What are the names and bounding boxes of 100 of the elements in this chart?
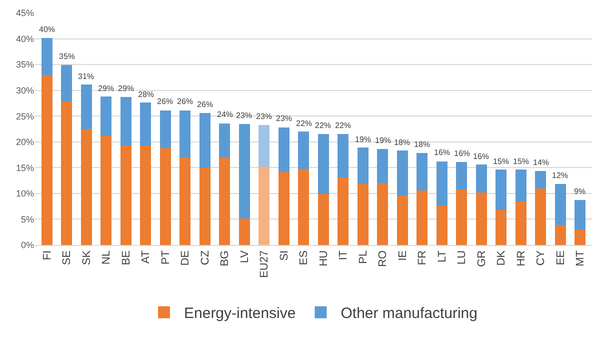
bar xyxy=(298,132,310,170)
bar xyxy=(258,166,270,245)
x-tick-label: PT xyxy=(160,250,172,264)
bar xyxy=(357,148,368,184)
bar xyxy=(357,184,368,245)
total-label: 16% xyxy=(473,152,490,161)
bar xyxy=(396,150,408,196)
bar xyxy=(41,38,52,75)
total-label: 15% xyxy=(493,157,510,166)
x-tick-label: FI xyxy=(41,250,54,260)
bar xyxy=(535,170,546,188)
bar xyxy=(476,192,487,245)
bar xyxy=(278,127,290,172)
bar xyxy=(120,146,132,245)
bar xyxy=(338,177,349,245)
x-tick-label: HU xyxy=(318,250,330,266)
x-tick-label: ES xyxy=(298,250,310,266)
total-label: 26% xyxy=(177,97,194,106)
bar xyxy=(140,102,152,146)
bar xyxy=(574,230,586,245)
x-tick-label: GR xyxy=(476,250,488,267)
bar xyxy=(436,205,448,245)
bar xyxy=(61,102,72,245)
bar xyxy=(377,149,388,184)
bar xyxy=(298,169,310,245)
x-tick-label: DK xyxy=(496,250,508,266)
bar xyxy=(160,148,171,245)
x-tick-label: IE xyxy=(396,250,409,261)
bar xyxy=(80,129,92,245)
bar xyxy=(554,184,566,225)
bar xyxy=(515,170,526,202)
total-label: 26% xyxy=(157,97,174,106)
total-label: 23% xyxy=(236,111,252,120)
total-label: 23% xyxy=(256,112,272,121)
total-label: 23% xyxy=(276,114,292,123)
total-label: 26% xyxy=(197,100,214,109)
bar xyxy=(100,136,112,245)
x-tick-label: PL xyxy=(357,250,370,264)
total-label: 24% xyxy=(217,110,234,119)
bar xyxy=(160,110,171,148)
total-label: 18% xyxy=(394,138,410,147)
total-label: 12% xyxy=(552,171,568,180)
total-label: 29% xyxy=(98,84,114,93)
x-tick-label: SI xyxy=(278,250,290,261)
total-label: 9% xyxy=(574,187,586,196)
x-tick-label: LV xyxy=(238,250,251,264)
bar xyxy=(199,113,210,168)
total-label: 15% xyxy=(513,157,530,166)
x-tick-label: EU27 xyxy=(258,250,271,278)
total-label: 19% xyxy=(375,136,392,145)
legend-label: Other manufacturing xyxy=(340,305,478,322)
total-label: 35% xyxy=(59,52,76,61)
y-tick-label: 45% xyxy=(16,8,34,18)
total-label: 22% xyxy=(335,121,352,130)
y-tick-label: 5% xyxy=(20,214,34,224)
y-tick-label: 15% xyxy=(16,162,34,173)
bar xyxy=(476,164,487,192)
bar xyxy=(377,183,388,245)
total-label: 16% xyxy=(434,148,450,157)
total-label: 18% xyxy=(414,140,430,149)
total-label: 29% xyxy=(118,84,134,93)
bar xyxy=(535,188,546,245)
bar xyxy=(396,196,408,245)
y-tick-label: 25% xyxy=(16,111,34,122)
bar xyxy=(496,210,507,245)
bar xyxy=(238,218,250,245)
bar xyxy=(219,156,230,245)
total-label: 22% xyxy=(315,121,332,130)
total-label: 40% xyxy=(39,25,56,34)
total-label: 31% xyxy=(78,72,94,81)
bar xyxy=(100,96,112,136)
y-tick-label: 0% xyxy=(20,240,34,250)
x-tick-label: LU xyxy=(456,250,468,264)
bar xyxy=(258,124,270,167)
bar xyxy=(456,189,468,245)
x-tick-label: SK xyxy=(80,250,93,266)
y-tick-label: 40% xyxy=(16,34,34,44)
bar xyxy=(180,110,191,158)
bar xyxy=(238,124,250,219)
total-label: 14% xyxy=(533,158,550,167)
x-tick-label: BG xyxy=(219,250,232,266)
total-label: 19% xyxy=(355,135,372,144)
x-tick-label: BE xyxy=(120,250,132,266)
y-tick-label: 30% xyxy=(16,85,34,96)
total-label: 28% xyxy=(138,90,154,99)
bar xyxy=(436,161,448,206)
x-tick-label: NL xyxy=(100,250,113,264)
bar xyxy=(180,157,191,245)
bar xyxy=(416,153,428,190)
x-tick-label: SE xyxy=(61,250,74,266)
y-tick-label: 20% xyxy=(16,137,34,148)
bar xyxy=(278,172,290,245)
x-tick-label: LT xyxy=(436,250,448,262)
x-tick-label: AT xyxy=(140,250,152,264)
total-label: 16% xyxy=(454,149,470,158)
bar xyxy=(318,194,329,245)
bar xyxy=(120,97,132,146)
bar xyxy=(574,200,586,230)
x-tick-label: DE xyxy=(180,250,192,266)
x-tick-label: CY xyxy=(535,250,548,266)
